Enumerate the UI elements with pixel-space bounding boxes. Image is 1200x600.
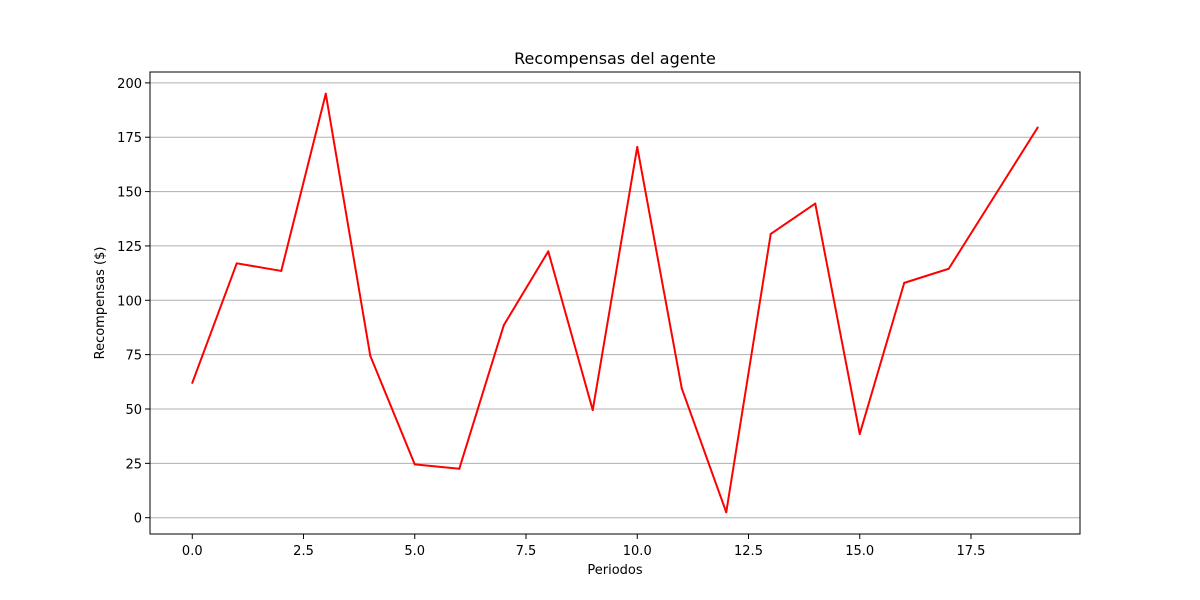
x-tick-label: 12.5 — [734, 544, 763, 559]
data-point — [814, 202, 817, 205]
data-point — [280, 269, 283, 272]
x-tick-label: 7.5 — [516, 544, 537, 559]
data-point — [636, 146, 639, 149]
data-point — [324, 92, 327, 95]
data-point — [458, 467, 461, 470]
data-point — [413, 463, 416, 466]
y-tick-label: 150 — [117, 186, 142, 201]
y-tick-label: 75 — [125, 349, 142, 364]
series-line — [191, 92, 1039, 514]
y-axis-label: Recompensas ($) — [93, 247, 108, 360]
data-point — [235, 262, 238, 265]
data-point — [547, 250, 550, 253]
data-point — [903, 281, 906, 284]
data-point — [725, 511, 728, 514]
y-tick-label: 0 — [134, 512, 142, 527]
y-tick-label: 125 — [117, 240, 142, 255]
y-tick-label: 25 — [125, 457, 142, 472]
x-tick-label: 0.0 — [182, 544, 203, 559]
data-point — [680, 387, 683, 390]
data-point — [1036, 126, 1039, 129]
x-tick-label: 17.5 — [957, 544, 986, 559]
x-axis-ticks: 0.0 2.5 5.0 7.5 10.0 12.5 15.0 17.5 — [182, 534, 986, 559]
plot-area — [191, 92, 1039, 514]
x-axis-label: Periodos — [587, 563, 642, 578]
data-point — [591, 409, 594, 412]
data-point — [947, 267, 950, 270]
data-point — [502, 324, 505, 327]
axes-frame — [149, 71, 1081, 535]
x-tick-label: 10.0 — [623, 544, 652, 559]
grid-lines — [150, 82, 1080, 519]
y-tick-label: 50 — [125, 403, 142, 418]
data-point — [369, 354, 372, 357]
data-point — [769, 232, 772, 235]
data-point — [191, 381, 194, 384]
y-tick-label: 200 — [117, 77, 142, 92]
y-tick-label: 100 — [117, 294, 142, 309]
x-tick-label: 2.5 — [293, 544, 314, 559]
chart-title: Recompensas del agente — [514, 49, 716, 68]
y-axis-ticks: 0 25 50 75 100 125 150 175 200 — [117, 77, 150, 527]
data-point — [992, 197, 995, 200]
x-tick-label: 15.0 — [845, 544, 874, 559]
x-tick-label: 5.0 — [404, 544, 425, 559]
data-point — [858, 432, 861, 435]
y-tick-label: 175 — [117, 131, 142, 146]
